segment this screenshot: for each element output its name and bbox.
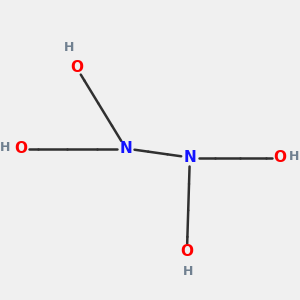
Text: H: H xyxy=(289,150,300,163)
Text: O: O xyxy=(70,60,83,75)
Text: N: N xyxy=(184,150,196,165)
Text: O: O xyxy=(274,150,286,165)
Text: H: H xyxy=(0,141,11,154)
Text: H: H xyxy=(183,265,193,278)
Text: O: O xyxy=(15,141,28,156)
Text: O: O xyxy=(180,244,194,260)
Text: H: H xyxy=(64,41,74,55)
Text: N: N xyxy=(119,141,132,156)
